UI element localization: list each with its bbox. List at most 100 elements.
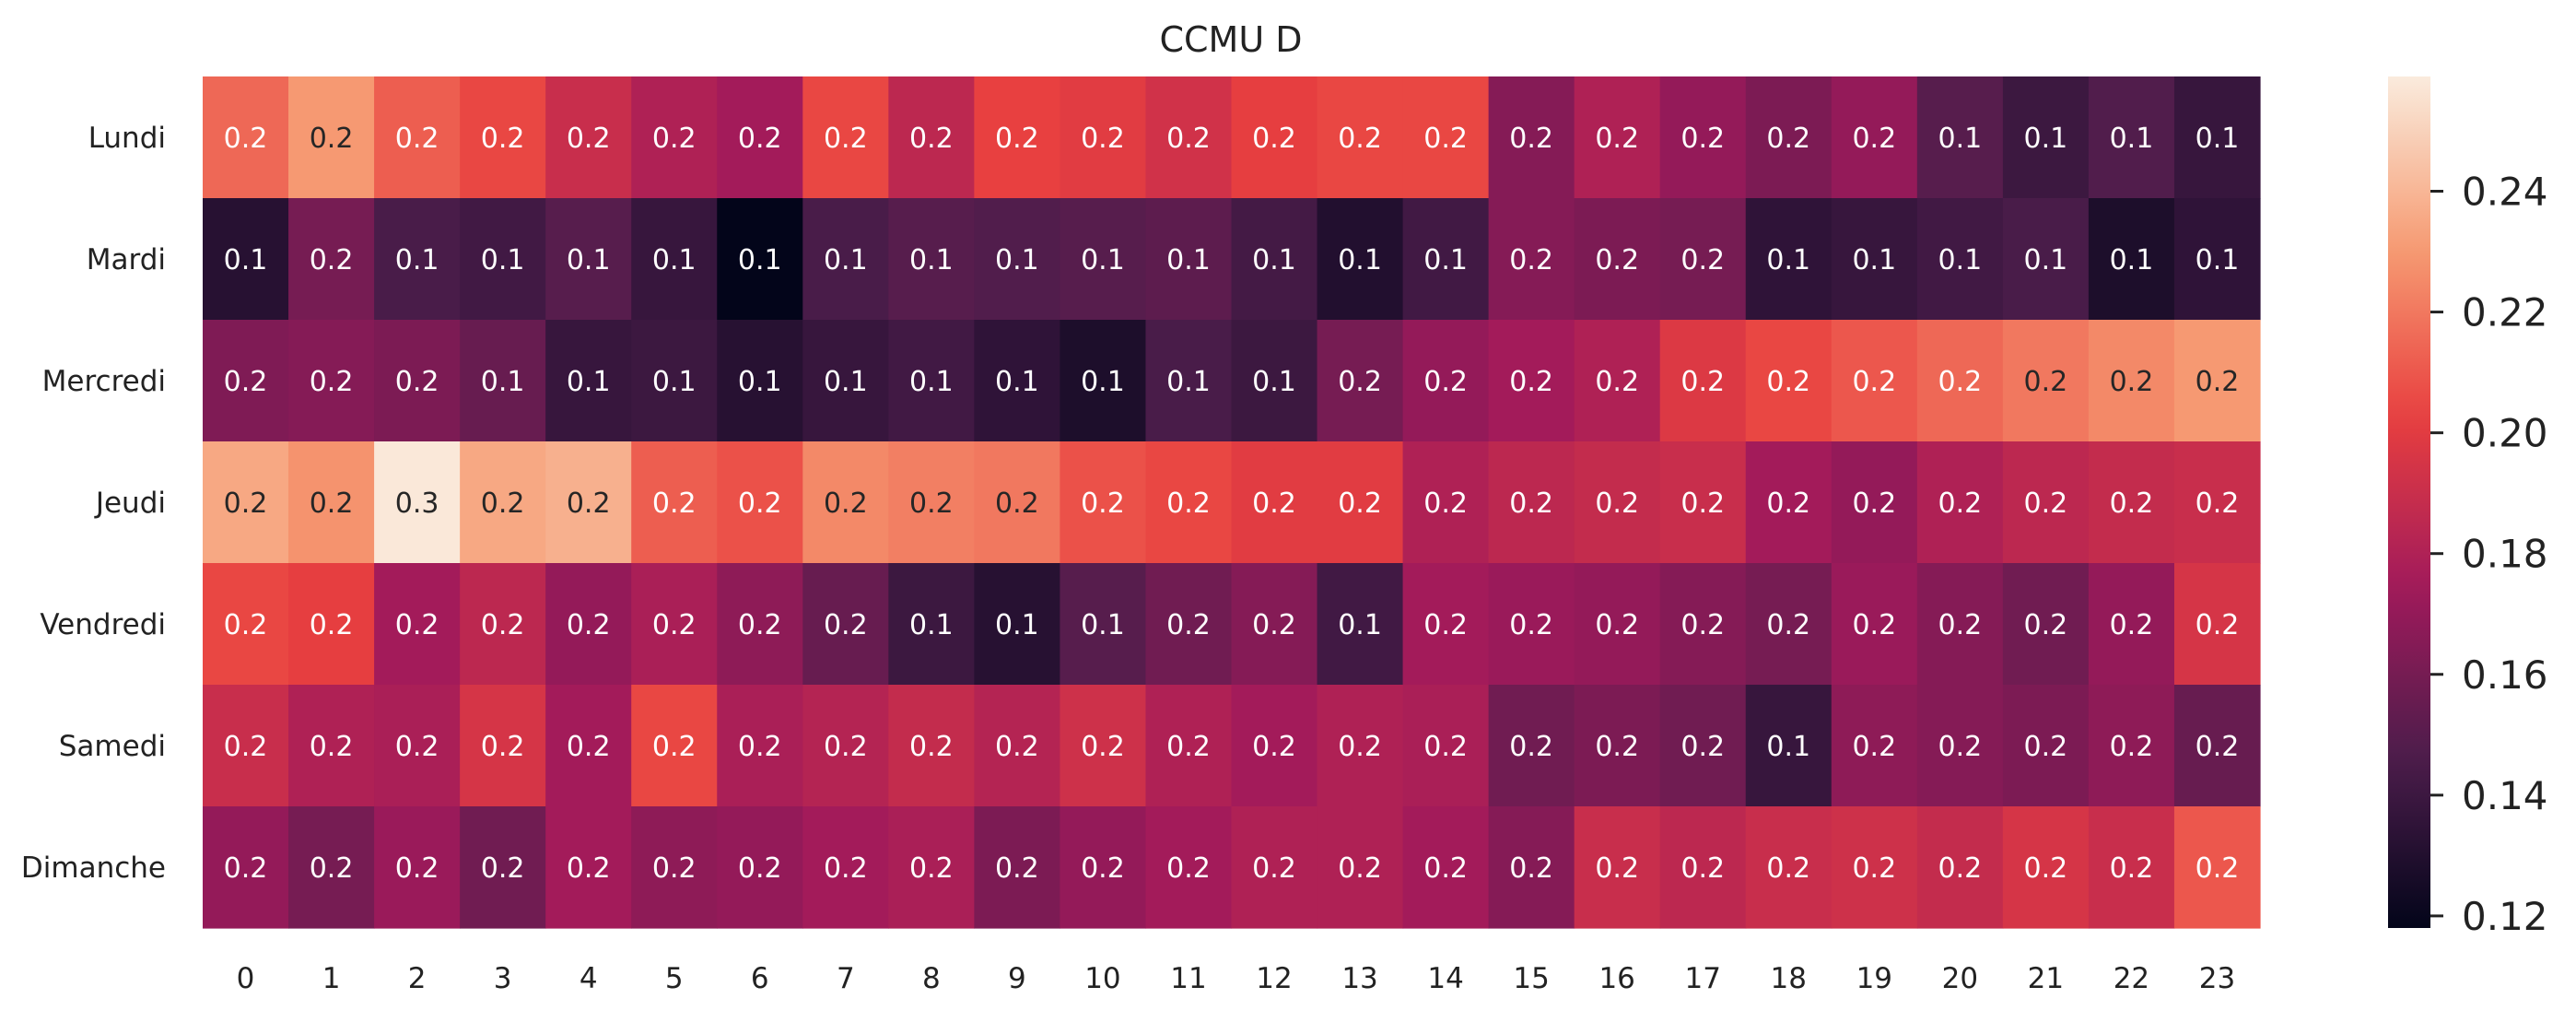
cell-value-label: 0.2 <box>481 488 525 520</box>
cell-value-label: 0.2 <box>310 366 354 398</box>
heatmap-cell <box>1916 198 2004 321</box>
heatmap-cell <box>631 685 718 807</box>
column-label: 7 <box>837 962 855 995</box>
heatmap-cell <box>2173 563 2261 686</box>
cell-value-label: 0.3 <box>395 488 439 520</box>
column-label: 11 <box>1170 962 1206 995</box>
heatmap-cell <box>1317 806 1404 929</box>
heatmap-cell <box>288 320 375 442</box>
row-label: Lundi <box>88 122 166 155</box>
heatmap-cell <box>1488 198 1575 321</box>
heatmap-cell <box>974 320 1061 442</box>
heatmap-cell <box>374 685 461 807</box>
cell-value-label: 0.2 <box>995 731 1039 763</box>
heatmap-cell <box>545 806 632 929</box>
heatmap-cell <box>888 441 975 564</box>
column-label: 10 <box>1084 962 1120 995</box>
cell-value-label: 0.2 <box>1081 488 1125 520</box>
chart-title: CCMU D <box>1159 19 1302 60</box>
heatmap-cell <box>2088 441 2175 564</box>
cell-value-label: 0.1 <box>1766 731 1810 763</box>
cell-value-label: 0.2 <box>1680 366 1725 398</box>
cell-value-label: 0.1 <box>1166 366 1211 398</box>
row-label: Mercredi <box>42 365 166 398</box>
cell-value-label: 0.2 <box>2195 731 2240 763</box>
heatmap-cell <box>1574 806 1661 929</box>
cell-value-label: 0.1 <box>738 366 782 398</box>
heatmap-cell <box>374 563 461 686</box>
cell-value-label: 0.2 <box>224 731 268 763</box>
heatmap-cell <box>374 441 461 564</box>
cell-value-label: 0.2 <box>2110 488 2154 520</box>
colorbar-tick-label: 0.16 <box>2462 652 2548 698</box>
cell-value-label: 0.2 <box>1166 731 1211 763</box>
cell-value-label: 0.1 <box>2110 244 2154 276</box>
heatmap-cell <box>631 441 718 564</box>
heatmap-cell <box>1145 76 1233 199</box>
column-label: 21 <box>2028 962 2064 995</box>
heatmap-cell <box>545 563 632 686</box>
heatmap-cell <box>545 198 632 321</box>
cell-value-label: 0.1 <box>395 244 439 276</box>
cell-value-label: 0.2 <box>1509 852 1553 885</box>
heatmap-cell <box>888 76 975 199</box>
heatmap-cell <box>974 563 1061 686</box>
cell-value-label: 0.1 <box>481 244 525 276</box>
heatmap-cell <box>1402 563 1490 686</box>
cell-value-label: 0.2 <box>2024 366 2068 398</box>
cell-value-label: 0.2 <box>1766 609 1810 641</box>
cell-value-label: 0.2 <box>1509 244 1553 276</box>
cell-value-label: 0.1 <box>995 244 1039 276</box>
column-label: 3 <box>494 962 512 995</box>
column-label: 19 <box>1856 962 1892 995</box>
heatmap-cell <box>974 76 1061 199</box>
heatmap-cell <box>802 198 889 321</box>
heatmap-cell <box>203 806 289 929</box>
heatmap-cell <box>288 563 375 686</box>
cell-value-label: 0.2 <box>1423 488 1468 520</box>
heatmap-cell <box>1060 563 1147 686</box>
cell-value-label: 0.2 <box>1766 123 1810 155</box>
cell-value-label: 0.2 <box>310 488 354 520</box>
cell-value-label: 0.2 <box>2110 852 2154 885</box>
cell-value-label: 0.1 <box>1166 244 1211 276</box>
column-labels: 0 1 2 3 4 5 6 7 8 9 10 11 12 13 14 15 16 17 18 19 20 21 22 23 <box>237 962 2236 995</box>
cell-value-label: 0.1 <box>481 366 525 398</box>
heatmap-cell <box>460 76 546 199</box>
heatmap-cell <box>1231 76 1318 199</box>
cell-value-label: 0.2 <box>395 731 439 763</box>
cell-value-label: 0.2 <box>995 488 1039 520</box>
cell-value-label: 0.2 <box>1595 123 1639 155</box>
cell-value-label: 0.2 <box>824 609 868 641</box>
cell-value-label: 0.1 <box>1852 244 1896 276</box>
cell-value-label: 0.2 <box>1081 731 1125 763</box>
heatmap-cell <box>1402 806 1490 929</box>
heatmap-cell <box>888 685 975 807</box>
heatmap-cell <box>203 685 289 807</box>
heatmap-cell <box>1060 320 1147 442</box>
cell-value-label: 0.2 <box>1423 731 1468 763</box>
cell-value-label: 0.2 <box>2024 488 2068 520</box>
heatmap-cell <box>1317 76 1404 199</box>
cell-value-label: 0.2 <box>909 488 954 520</box>
heatmap-cell <box>2173 320 2261 442</box>
heatmap-cell <box>1060 441 1147 564</box>
column-label: 8 <box>922 962 941 995</box>
cell-value-label: 0.2 <box>1595 244 1639 276</box>
cell-value-label: 0.2 <box>824 123 868 155</box>
heatmap-cell <box>1402 685 1490 807</box>
cell-value-label: 0.2 <box>2195 609 2240 641</box>
heatmap-cell <box>374 198 461 321</box>
cell-value-label: 0.1 <box>1252 366 1296 398</box>
heatmap-cell <box>1831 198 1918 321</box>
heatmap-cell <box>1488 806 1575 929</box>
heatmap-cell <box>717 563 803 686</box>
heatmap-cell <box>1317 320 1404 442</box>
heatmap-cell <box>888 806 975 929</box>
heatmap-cell <box>1745 806 1832 929</box>
cell-value-label: 0.1 <box>567 366 611 398</box>
heatmap-cell <box>802 685 889 807</box>
heatmap-cell <box>717 441 803 564</box>
heatmap-cell <box>460 806 546 929</box>
heatmap-cell <box>1916 441 2004 564</box>
